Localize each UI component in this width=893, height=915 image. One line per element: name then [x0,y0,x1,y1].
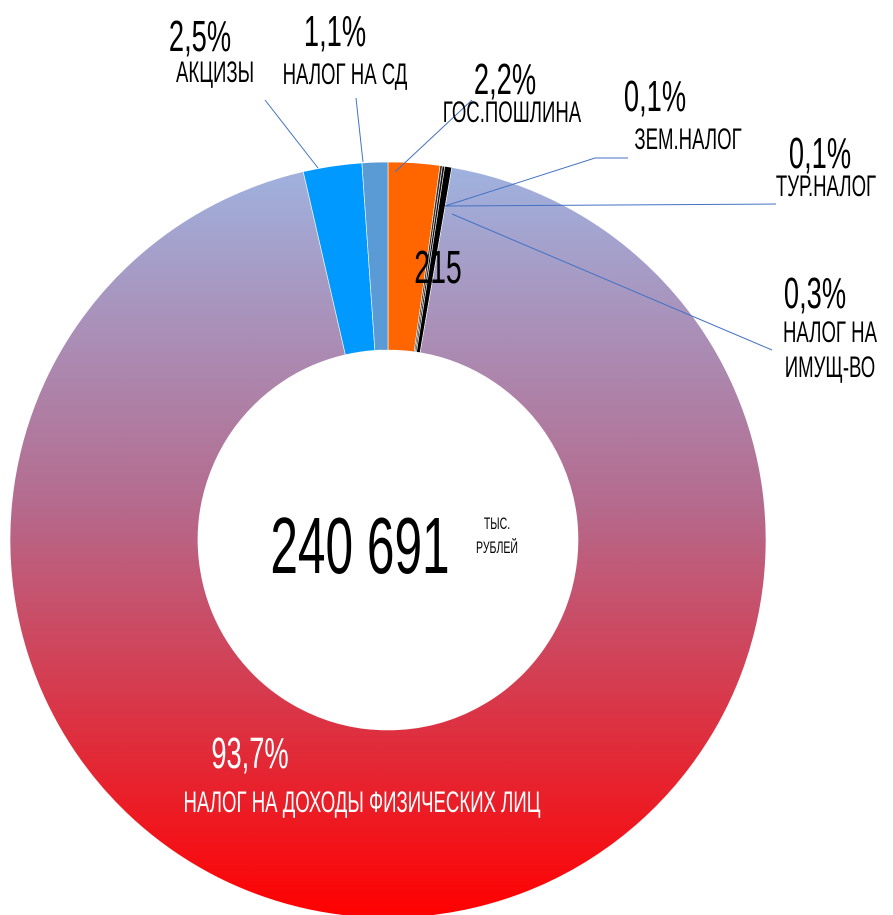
value-label: 0,1% [788,129,852,178]
leader-line [264,99,319,169]
donut-segment [361,161,389,351]
category-label: ГОС.ПОШЛИНА [442,96,582,129]
category-label: ЗЕМ.НАЛОГ [634,123,742,156]
leader-line [394,99,473,173]
category-label: НАЛОГ НА ИМУЩ-ВО [782,316,878,384]
donut-segment [9,167,767,915]
value-label: 1,1% [303,7,367,56]
leader-line [355,97,364,163]
value-label: 0,3% [783,269,847,318]
category-label: ТУР.НАЛОГ [775,170,877,203]
category-label: НАЛОГ НА СД [282,58,408,91]
value-label: 0,1% [623,72,687,121]
leader-line [444,157,628,207]
annotation: 215 [414,241,462,293]
center-unit: ТЫС. РУБЛЕЙ [476,514,518,557]
category-label: АКЦИЗЫ [175,56,255,89]
center-value: 240 691 [270,501,450,590]
value-label: 2,2% [473,55,537,104]
value-label: 93,7% [211,729,289,778]
leader-lines [264,97,777,351]
value-label: 2,5% [168,12,232,61]
leader-line [444,203,777,207]
category-label: НАЛОГ НА ДОХОДЫ ФИЗИЧЕСКИХ ЛИЦ [183,786,541,819]
leader-line [451,213,773,351]
